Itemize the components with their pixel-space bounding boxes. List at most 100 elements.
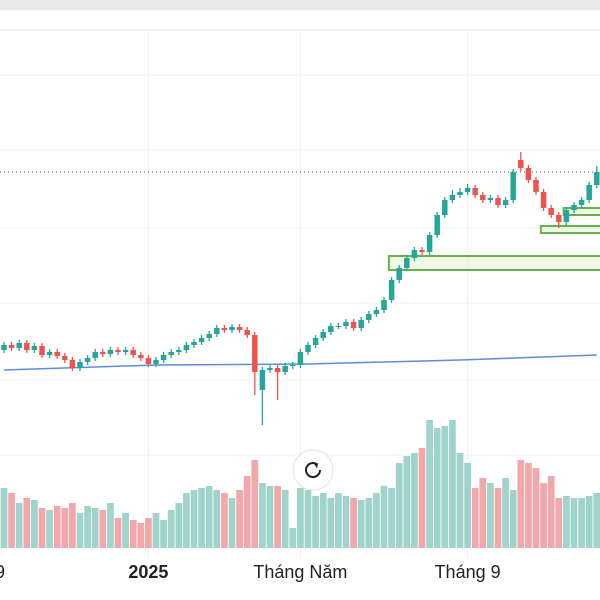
volume-bar [281, 490, 289, 548]
candle-body [214, 328, 220, 334]
candle-body [84, 358, 91, 362]
candle-body [130, 350, 136, 355]
volume-bar [350, 498, 357, 548]
volume-bar [464, 463, 471, 548]
candle-body [510, 172, 516, 200]
volume-bar [23, 498, 31, 548]
candle-body [328, 326, 334, 332]
candle-body [274, 368, 281, 372]
candle-body [198, 338, 205, 342]
volume-bar [449, 420, 456, 548]
volume-bar [236, 490, 243, 548]
volume-bar [342, 496, 350, 548]
volume-bar [167, 510, 175, 548]
volume-bar [69, 503, 76, 548]
candle-body [343, 322, 349, 326]
candle-body [290, 365, 296, 366]
candle-body [252, 335, 258, 372]
candle-body [229, 327, 235, 330]
volume-bar [388, 488, 395, 548]
volume-bar [190, 490, 198, 548]
candle-body [145, 358, 152, 364]
candle-body [578, 200, 585, 205]
volume-bar [274, 486, 281, 548]
candle-body [586, 185, 592, 200]
volume-bar [183, 493, 190, 548]
volume-bar [471, 488, 479, 548]
candle-body [533, 180, 539, 192]
volume-bar [122, 513, 129, 548]
reset-arrow [313, 462, 318, 469]
volume-bar [160, 520, 167, 548]
candle-body [358, 320, 364, 328]
candle-body [100, 352, 106, 354]
volume-bar [578, 498, 585, 548]
x-tick-label: 2025 [128, 562, 168, 582]
candle-body [396, 268, 402, 280]
candle-body [16, 343, 22, 348]
x-axis: 9 2025 Tháng Năm Tháng 9 [0, 562, 501, 582]
volume-bar [61, 508, 69, 548]
candle-body [46, 352, 53, 355]
candle-body [138, 355, 144, 358]
candle-body [335, 326, 342, 327]
volume-bar [502, 478, 509, 548]
candle-body [434, 215, 440, 235]
candle-body [160, 355, 167, 360]
candle-body [1, 345, 7, 350]
reset-circle[interactable] [292, 449, 334, 491]
support-zone [387, 255, 600, 271]
candle-body [312, 338, 319, 345]
candle-body [282, 366, 288, 372]
candle-body [571, 205, 577, 210]
candle-body [297, 352, 304, 365]
volume-bar [411, 453, 418, 548]
volume-bar [137, 523, 145, 548]
reset-button[interactable] [292, 449, 334, 491]
volume-bar [441, 426, 449, 548]
candle-body [77, 362, 83, 368]
candle-body [8, 345, 15, 348]
support-zone [539, 225, 600, 234]
volume-bar [8, 493, 15, 548]
candle-body [206, 334, 212, 338]
candle-body [24, 343, 30, 350]
candle-body [419, 250, 425, 252]
candle-body [525, 168, 532, 180]
candle-body [556, 215, 562, 222]
volume-bar [532, 468, 540, 548]
candle-body [381, 300, 387, 310]
reset-icon [305, 462, 322, 479]
volume-bar [540, 483, 547, 548]
volume-bar [107, 503, 114, 548]
candle-body [39, 346, 45, 355]
candle-body [244, 330, 250, 335]
volume-bar [426, 420, 433, 548]
candle-body [259, 370, 266, 390]
candle-body [502, 200, 509, 205]
moving-average [3, 354, 597, 371]
candle-body [548, 208, 554, 215]
volume-bar [38, 508, 46, 548]
volume-bar [175, 503, 183, 548]
candle-body [464, 188, 471, 192]
candle-body [183, 345, 190, 350]
volume-bar [373, 493, 380, 548]
candle-body [320, 332, 326, 338]
volume-bar [517, 460, 525, 548]
x-tick-label: 9 [0, 562, 5, 582]
candle-body [191, 342, 197, 345]
volume-bar [547, 476, 555, 548]
volume-bar [563, 496, 570, 548]
candle-body [563, 210, 570, 222]
volume-bar [570, 498, 578, 548]
volume-bar [259, 483, 266, 548]
price [0, 152, 600, 425]
candle-body [373, 310, 380, 314]
volume-bar [53, 506, 61, 548]
volume-bar [487, 483, 494, 548]
volume-bar [76, 513, 84, 548]
volume-bar [585, 496, 593, 548]
volume-bar [380, 486, 388, 548]
candle-body [457, 192, 463, 195]
